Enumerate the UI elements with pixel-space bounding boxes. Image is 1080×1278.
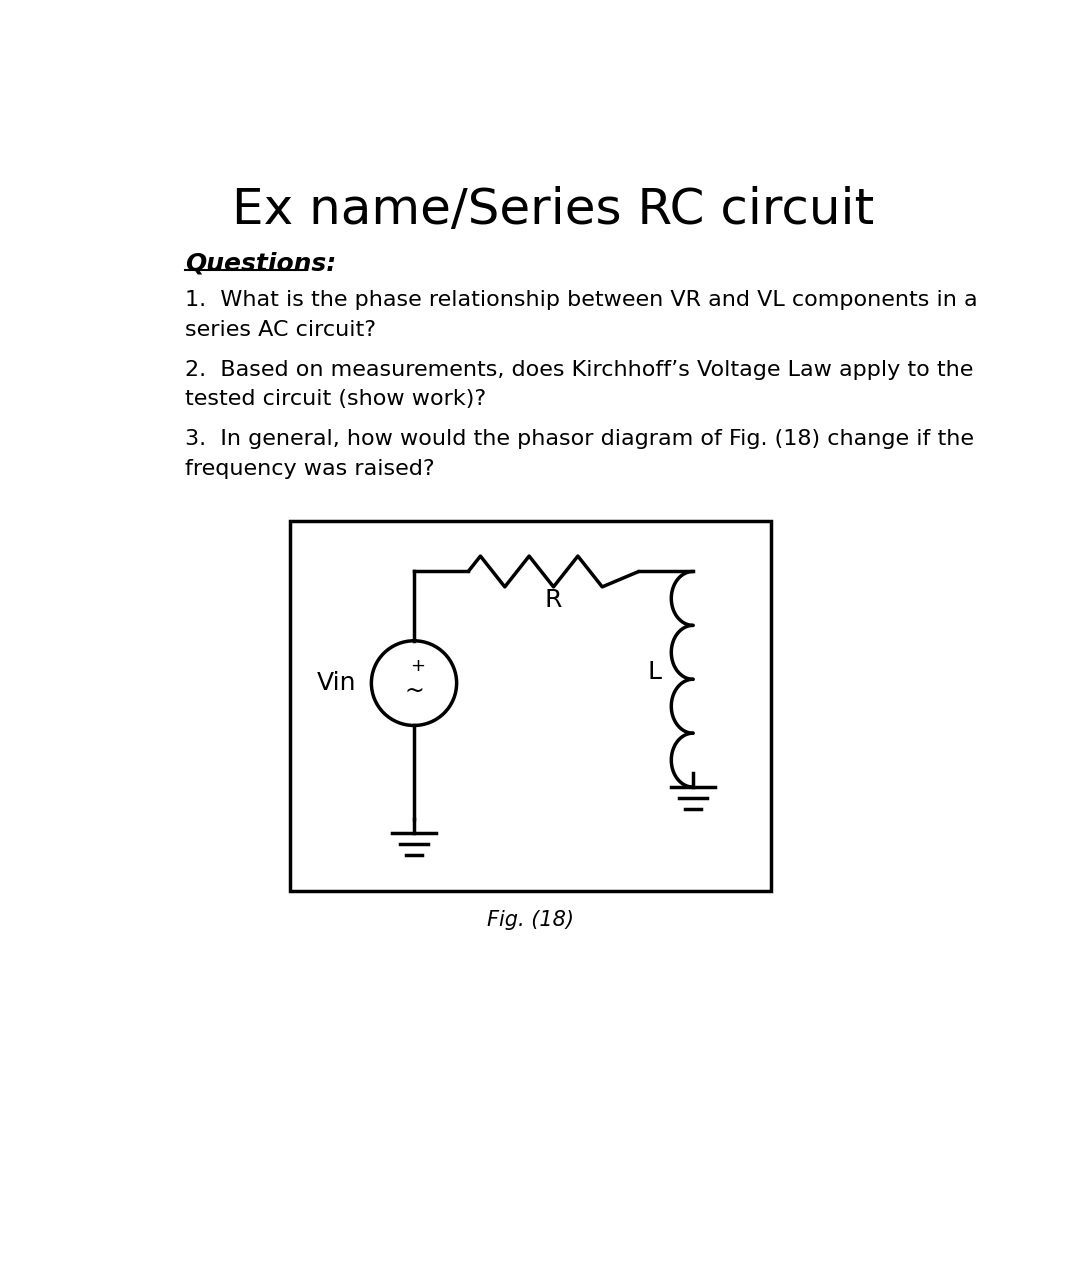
Text: +: + [410, 657, 426, 675]
Text: L: L [647, 659, 661, 684]
Text: R: R [544, 588, 563, 612]
Text: ~: ~ [404, 679, 424, 703]
Text: 1.  What is the phase relationship between VR and VL components in a
series AC c: 1. What is the phase relationship betwee… [186, 290, 978, 340]
Bar [291, 521, 770, 891]
Text: 3.  In general, how would the phasor diagram of Fig. (18) change if the
frequenc: 3. In general, how would the phasor diag… [186, 429, 974, 479]
Text: Vin: Vin [316, 671, 356, 695]
Text: 2.  Based on measurements, does Kirchhoff’s Voltage Law apply to the
tested circ: 2. Based on measurements, does Kirchhoff… [186, 359, 974, 409]
Text: Ex name/Series RC circuit: Ex name/Series RC circuit [232, 187, 875, 234]
Text: Fig. (18): Fig. (18) [487, 910, 573, 930]
Text: Questions:: Questions: [186, 252, 337, 276]
